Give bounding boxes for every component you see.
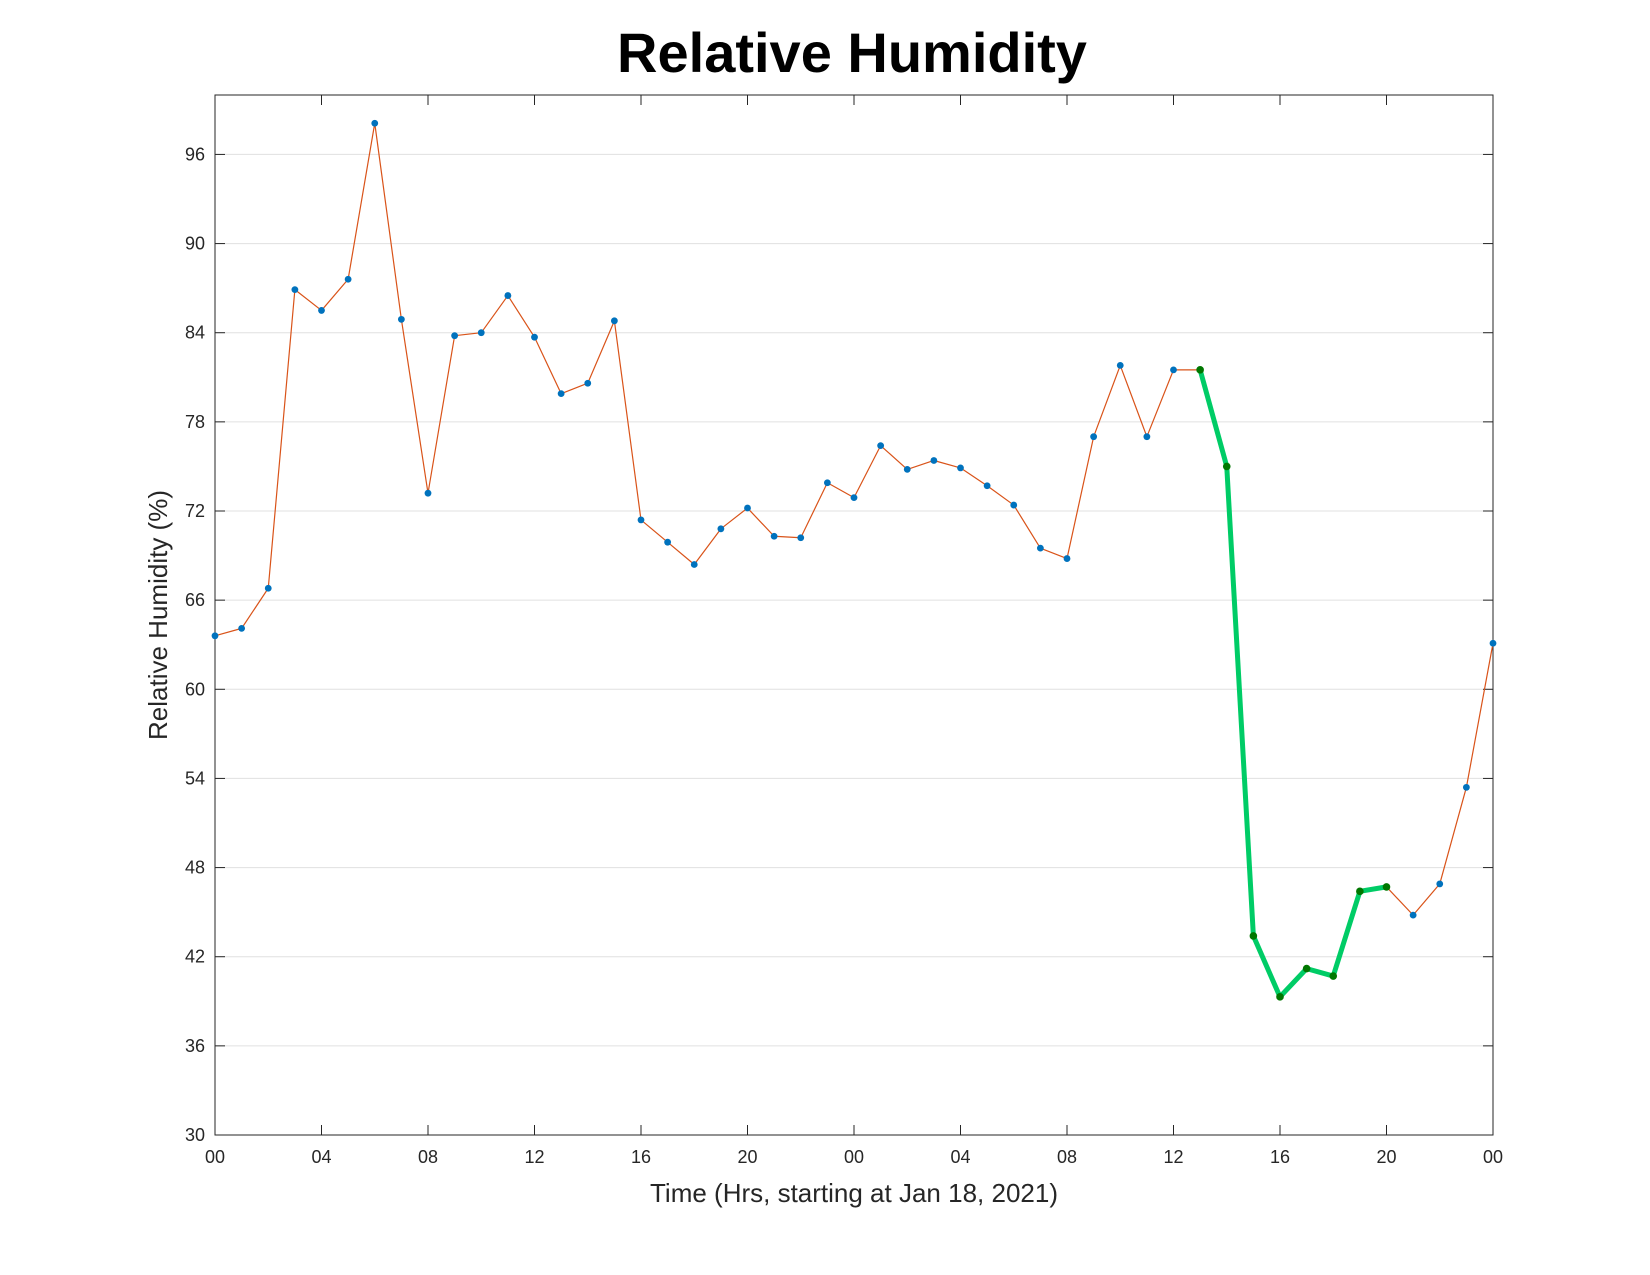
humidity-data-point: [770, 532, 778, 540]
x-tick-label: 04: [950, 1147, 970, 1167]
y-tick-label: 78: [185, 412, 205, 432]
x-tick-label: 00: [844, 1147, 864, 1167]
y-tick-label: 60: [185, 679, 205, 699]
humidity-data-point: [451, 332, 459, 340]
ticks: 30 36 42 48 54 60 66 72 78 84 90 96 00 04 08 12 16 20 00 04…: [185, 95, 1503, 1167]
humidity-data-point: [797, 534, 805, 542]
x-tick-label: 20: [737, 1147, 757, 1167]
humidity-data-point: [1063, 555, 1071, 562]
humidity-data-point: [397, 315, 405, 323]
humidity-data-point: [291, 286, 299, 294]
humidity-data-point: [850, 494, 858, 502]
x-tick-label: 00: [1483, 1147, 1503, 1167]
humidity-data-point: [1036, 544, 1044, 552]
humidity-data-point: [983, 482, 991, 490]
humidity-data-point: [1409, 911, 1417, 919]
chart-title: Relative Humidity: [617, 21, 1087, 84]
highlight-series-line: [1197, 369, 1387, 1000]
humidity-data-point: [1143, 433, 1151, 441]
humidity-data-point: [1436, 880, 1444, 888]
highlight-data-point: [1356, 887, 1364, 896]
humidity-data-point: [1489, 639, 1497, 647]
series-group: [211, 119, 1497, 1001]
humidity-data-point: [664, 538, 672, 546]
y-tick-label: 30: [185, 1125, 205, 1145]
humidity-data-point: [744, 504, 751, 512]
x-tick-label: 12: [524, 1147, 544, 1167]
humidity-data-point: [930, 457, 938, 464]
humidity-data-point: [344, 275, 352, 283]
y-tick-label: 72: [185, 501, 205, 521]
humidity-data-point: [690, 561, 698, 568]
x-tick-label: 00: [205, 1147, 225, 1167]
humidity-data-point: [371, 119, 379, 127]
humidity-data-point: [238, 624, 246, 632]
humidity-data-point: [531, 333, 538, 341]
x-tick-label: 20: [1376, 1147, 1396, 1167]
x-axis-label: Time (Hrs, starting at Jan 18, 2021): [650, 1178, 1058, 1208]
humidity-data-point: [1010, 501, 1018, 509]
highlight-data-point: [1302, 964, 1311, 973]
humidity-data-point: [318, 307, 325, 314]
humidity-data-point: [903, 466, 911, 473]
humidity-data-point: [477, 329, 485, 337]
x-tick-label: 12: [1163, 1147, 1183, 1167]
humidity-data-point: [1170, 366, 1177, 374]
y-tick-label: 42: [185, 947, 205, 967]
humidity-data-point: [823, 479, 831, 487]
humidity-series-line: [214, 122, 1494, 998]
humidity-data-point: [1462, 783, 1470, 791]
humidity-data-point: [957, 464, 964, 472]
x-tick-label: 16: [631, 1147, 651, 1167]
y-tick-label: 84: [185, 323, 205, 343]
highlight-data-point: [1249, 932, 1258, 940]
humidity-data-point: [557, 390, 565, 398]
highlight-data-point: [1329, 972, 1338, 980]
humidity-data-point: [584, 379, 592, 387]
humidity-data-point: [424, 489, 432, 497]
y-axis-label: Relative Humidity (%): [143, 490, 173, 740]
x-tick-label: 08: [1057, 1147, 1077, 1167]
y-tick-label: 90: [185, 234, 205, 254]
x-tick-label: 08: [418, 1147, 438, 1167]
humidity-data-point: [1090, 433, 1098, 441]
gridlines: [215, 153, 1493, 1047]
humidity-data-point: [877, 442, 885, 450]
y-tick-label: 36: [185, 1036, 205, 1056]
plot-frame: [214, 94, 1494, 1136]
humidity-data-point: [717, 525, 725, 533]
y-tick-label: 66: [185, 590, 205, 610]
humidity-data-point: [637, 516, 645, 524]
humidity-data-point: [211, 632, 219, 640]
humidity-data-point: [1116, 362, 1124, 369]
y-tick-label: 48: [185, 858, 205, 878]
highlight-data-point: [1222, 462, 1231, 471]
y-tick-label: 54: [185, 768, 205, 788]
x-tick-label: 04: [311, 1147, 331, 1167]
y-tick-label: 96: [185, 144, 205, 164]
x-tick-label: 16: [1270, 1147, 1290, 1167]
highlight-data-point: [1276, 993, 1284, 1001]
humidity-data-point: [264, 584, 272, 592]
highlight-data-point: [1382, 883, 1391, 891]
humidity-data-point: [610, 317, 618, 325]
highlight-data-point: [1196, 366, 1204, 374]
humidity-data-point: [504, 292, 512, 299]
